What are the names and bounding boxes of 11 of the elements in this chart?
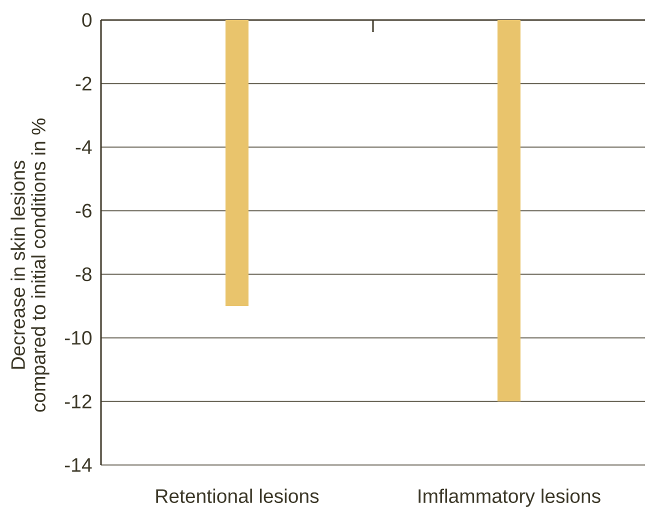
x-tick-label: Retentional lesions [156, 488, 319, 504]
y-tick-label: -2 [76, 76, 92, 90]
y-tick-label: -10 [64, 330, 92, 345]
y-tick-label: -14 [64, 458, 92, 472]
y-tick-label: 0 [82, 13, 92, 27]
y-tick-label: -6 [76, 204, 92, 218]
y-tick-label: -8 [76, 267, 92, 282]
y-axis-title: Decrease in skin lesions compared to initial conditions in % [10, 118, 50, 412]
x-tick-label: Imflammatory lesions [418, 488, 600, 507]
y-tick-label: -4 [76, 140, 92, 154]
y-tick-label: -12 [64, 394, 92, 408]
